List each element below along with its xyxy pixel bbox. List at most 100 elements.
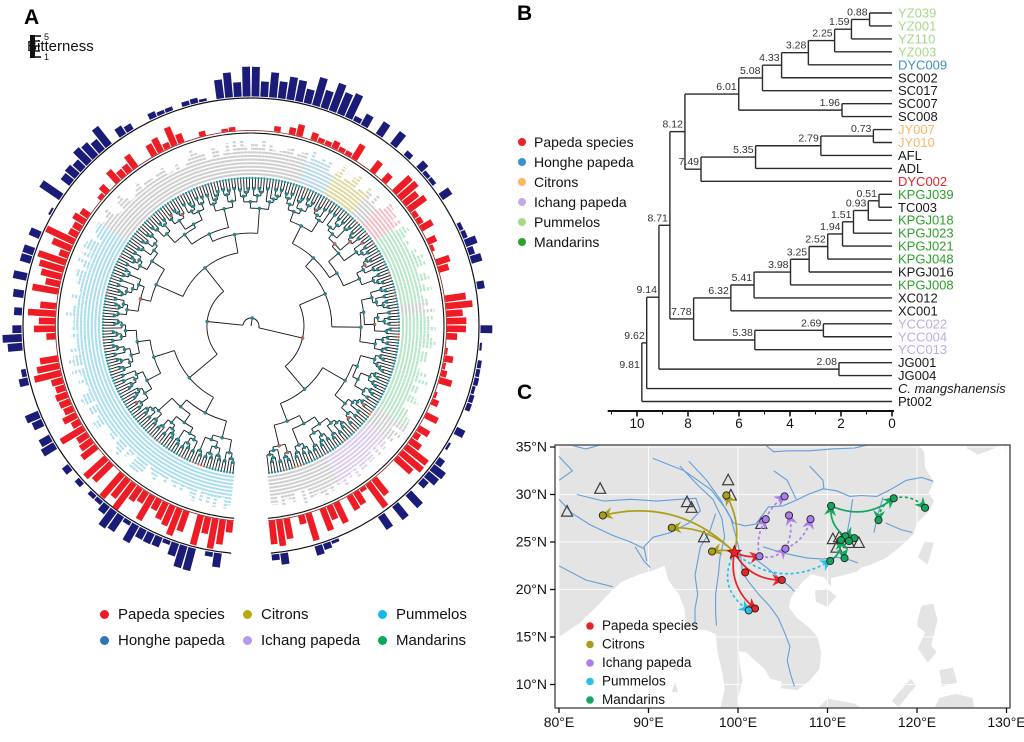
mountain-marker — [680, 494, 694, 508]
taxon-label: JG001 — [898, 355, 936, 370]
bitterness-scale-legend: 5 1 Bitterness — [27, 32, 94, 62]
taxon-label: C. mangshanensis — [898, 381, 1006, 396]
legend-item: Mandarins — [378, 632, 466, 649]
branch-length-label: 2.69 — [801, 317, 822, 329]
taxon-label: YZ039 — [898, 6, 936, 21]
scale-tick-label: 4 — [786, 416, 794, 431]
mountain-marker — [721, 472, 735, 486]
sample-point — [777, 575, 786, 585]
legend-item: Ichang papeda — [518, 194, 627, 210]
legend-item: Pummelos — [378, 606, 467, 623]
legend-color-dot — [100, 610, 109, 619]
tip-label-ring — [65, 139, 436, 510]
latitude-tick-label: 30°N — [516, 486, 547, 502]
taxon-label: YCC004 — [898, 329, 947, 344]
branch-length-label: 7.78 — [671, 306, 692, 318]
branch-length-label: 1.51 — [831, 209, 852, 221]
sample-point — [889, 494, 898, 503]
bitterness-title: Bitterness — [27, 38, 94, 55]
scale-min-label: 1 — [44, 52, 49, 62]
scale-tick-label: 2 — [837, 416, 845, 431]
legend-label: Honghe papeda — [118, 632, 225, 649]
sample-point — [707, 547, 717, 556]
map-gridlines — [555, 445, 1010, 708]
branch-length-label: 9.81 — [619, 359, 640, 371]
mountain-marker — [560, 504, 574, 517]
legend-label: Citrons — [602, 637, 645, 652]
taxon-label: AFL — [898, 148, 922, 163]
panel-b-label: B — [517, 2, 533, 25]
scale-tick-label: 6 — [735, 416, 743, 431]
taxon-label: YCC022 — [898, 316, 947, 331]
legend-label: Mandarins — [534, 234, 600, 250]
legend-color-dot — [518, 178, 526, 186]
legend-label: Ichang papeda — [261, 632, 361, 649]
taxon-label: Pt002 — [898, 394, 932, 409]
legend-item: Mandarins — [518, 234, 599, 250]
legend-label: Pummelos — [534, 214, 601, 230]
legend-item: Pummelos — [518, 214, 600, 230]
sample-point — [921, 503, 930, 512]
taxon-label: XC001 — [898, 303, 938, 318]
taxon-label: KPGJ048 — [898, 252, 954, 267]
longitude-tick-label: 80°E — [544, 714, 575, 730]
phylogram-branches — [102, 178, 400, 473]
latitude-tick-label: 10°N — [516, 676, 547, 692]
branch-length-label: 7.49 — [679, 156, 700, 168]
latitude-tick-label: 25°N — [516, 534, 547, 550]
taxon-label: ADL — [898, 161, 923, 176]
branch-length-label: 2.52 — [805, 234, 826, 246]
scale-max-label: 5 — [44, 32, 49, 42]
branch-length-label: 1.94 — [820, 221, 841, 233]
legend-color-dot — [518, 198, 526, 206]
latitude-tick-label: 20°N — [516, 581, 547, 597]
taxon-label: DYC002 — [898, 174, 947, 189]
latitude-tick-label: 15°N — [516, 629, 547, 645]
legend-item: Ichang papeda — [243, 632, 360, 649]
mountain-marker — [593, 481, 607, 494]
legend-color-dot — [243, 610, 252, 619]
branch-length-label: 0.51 — [857, 188, 878, 200]
branch-length-label: 2.08 — [817, 356, 838, 368]
ring-circles — [22, 97, 480, 554]
legend-color-dot — [243, 636, 252, 645]
taxon-label: SC007 — [898, 96, 938, 111]
sample-point — [667, 523, 676, 532]
legend-label: Papeda species — [602, 618, 698, 633]
legend-label: Pummelos — [602, 674, 666, 689]
mountain-marker — [852, 535, 866, 549]
branch-length-label: 0.88 — [847, 6, 868, 18]
sample-points — [598, 491, 930, 615]
legend-label: Pummelos — [396, 606, 467, 623]
legend-color-dot — [586, 640, 594, 649]
dispersal-arrow — [733, 551, 833, 575]
taxon-label: JY007 — [898, 122, 935, 137]
sample-point — [806, 515, 815, 524]
legend-color-dot — [378, 610, 387, 619]
taxon-label: KPGJ018 — [898, 213, 954, 228]
origin-star — [726, 544, 743, 559]
legend-label: Honghe papeda — [534, 154, 634, 170]
mountain-marker — [684, 500, 698, 513]
branch-length-label: 1.59 — [829, 16, 850, 28]
sample-point — [874, 516, 883, 525]
dispersal-arrow — [669, 521, 736, 554]
panel-c-label: C — [517, 381, 533, 404]
sample-point — [744, 606, 753, 615]
legend-label: Ichang papeda — [602, 655, 692, 670]
branch-length-label: 5.38 — [732, 327, 753, 339]
taxon-label: YZ003 — [898, 44, 936, 59]
branch-length-label: 8.71 — [647, 212, 668, 224]
taxon-label: YZ110 — [898, 31, 935, 46]
panel-a-label: A — [24, 6, 40, 29]
branch-length-label: 3.25 — [787, 246, 808, 258]
legend-color-dot — [586, 659, 594, 667]
bitterness-scale-icon: 5 1 — [30, 32, 49, 62]
sample-point — [598, 511, 607, 520]
circular-phylogeny-panel — [2, 66, 493, 572]
branch-length-label: 9.62 — [624, 330, 645, 342]
scale-axis: 0 2 4 6 8 10 — [607, 410, 896, 431]
taxon-label: KPGJ016 — [898, 265, 954, 280]
legend-item: Honghe papeda — [100, 632, 225, 649]
